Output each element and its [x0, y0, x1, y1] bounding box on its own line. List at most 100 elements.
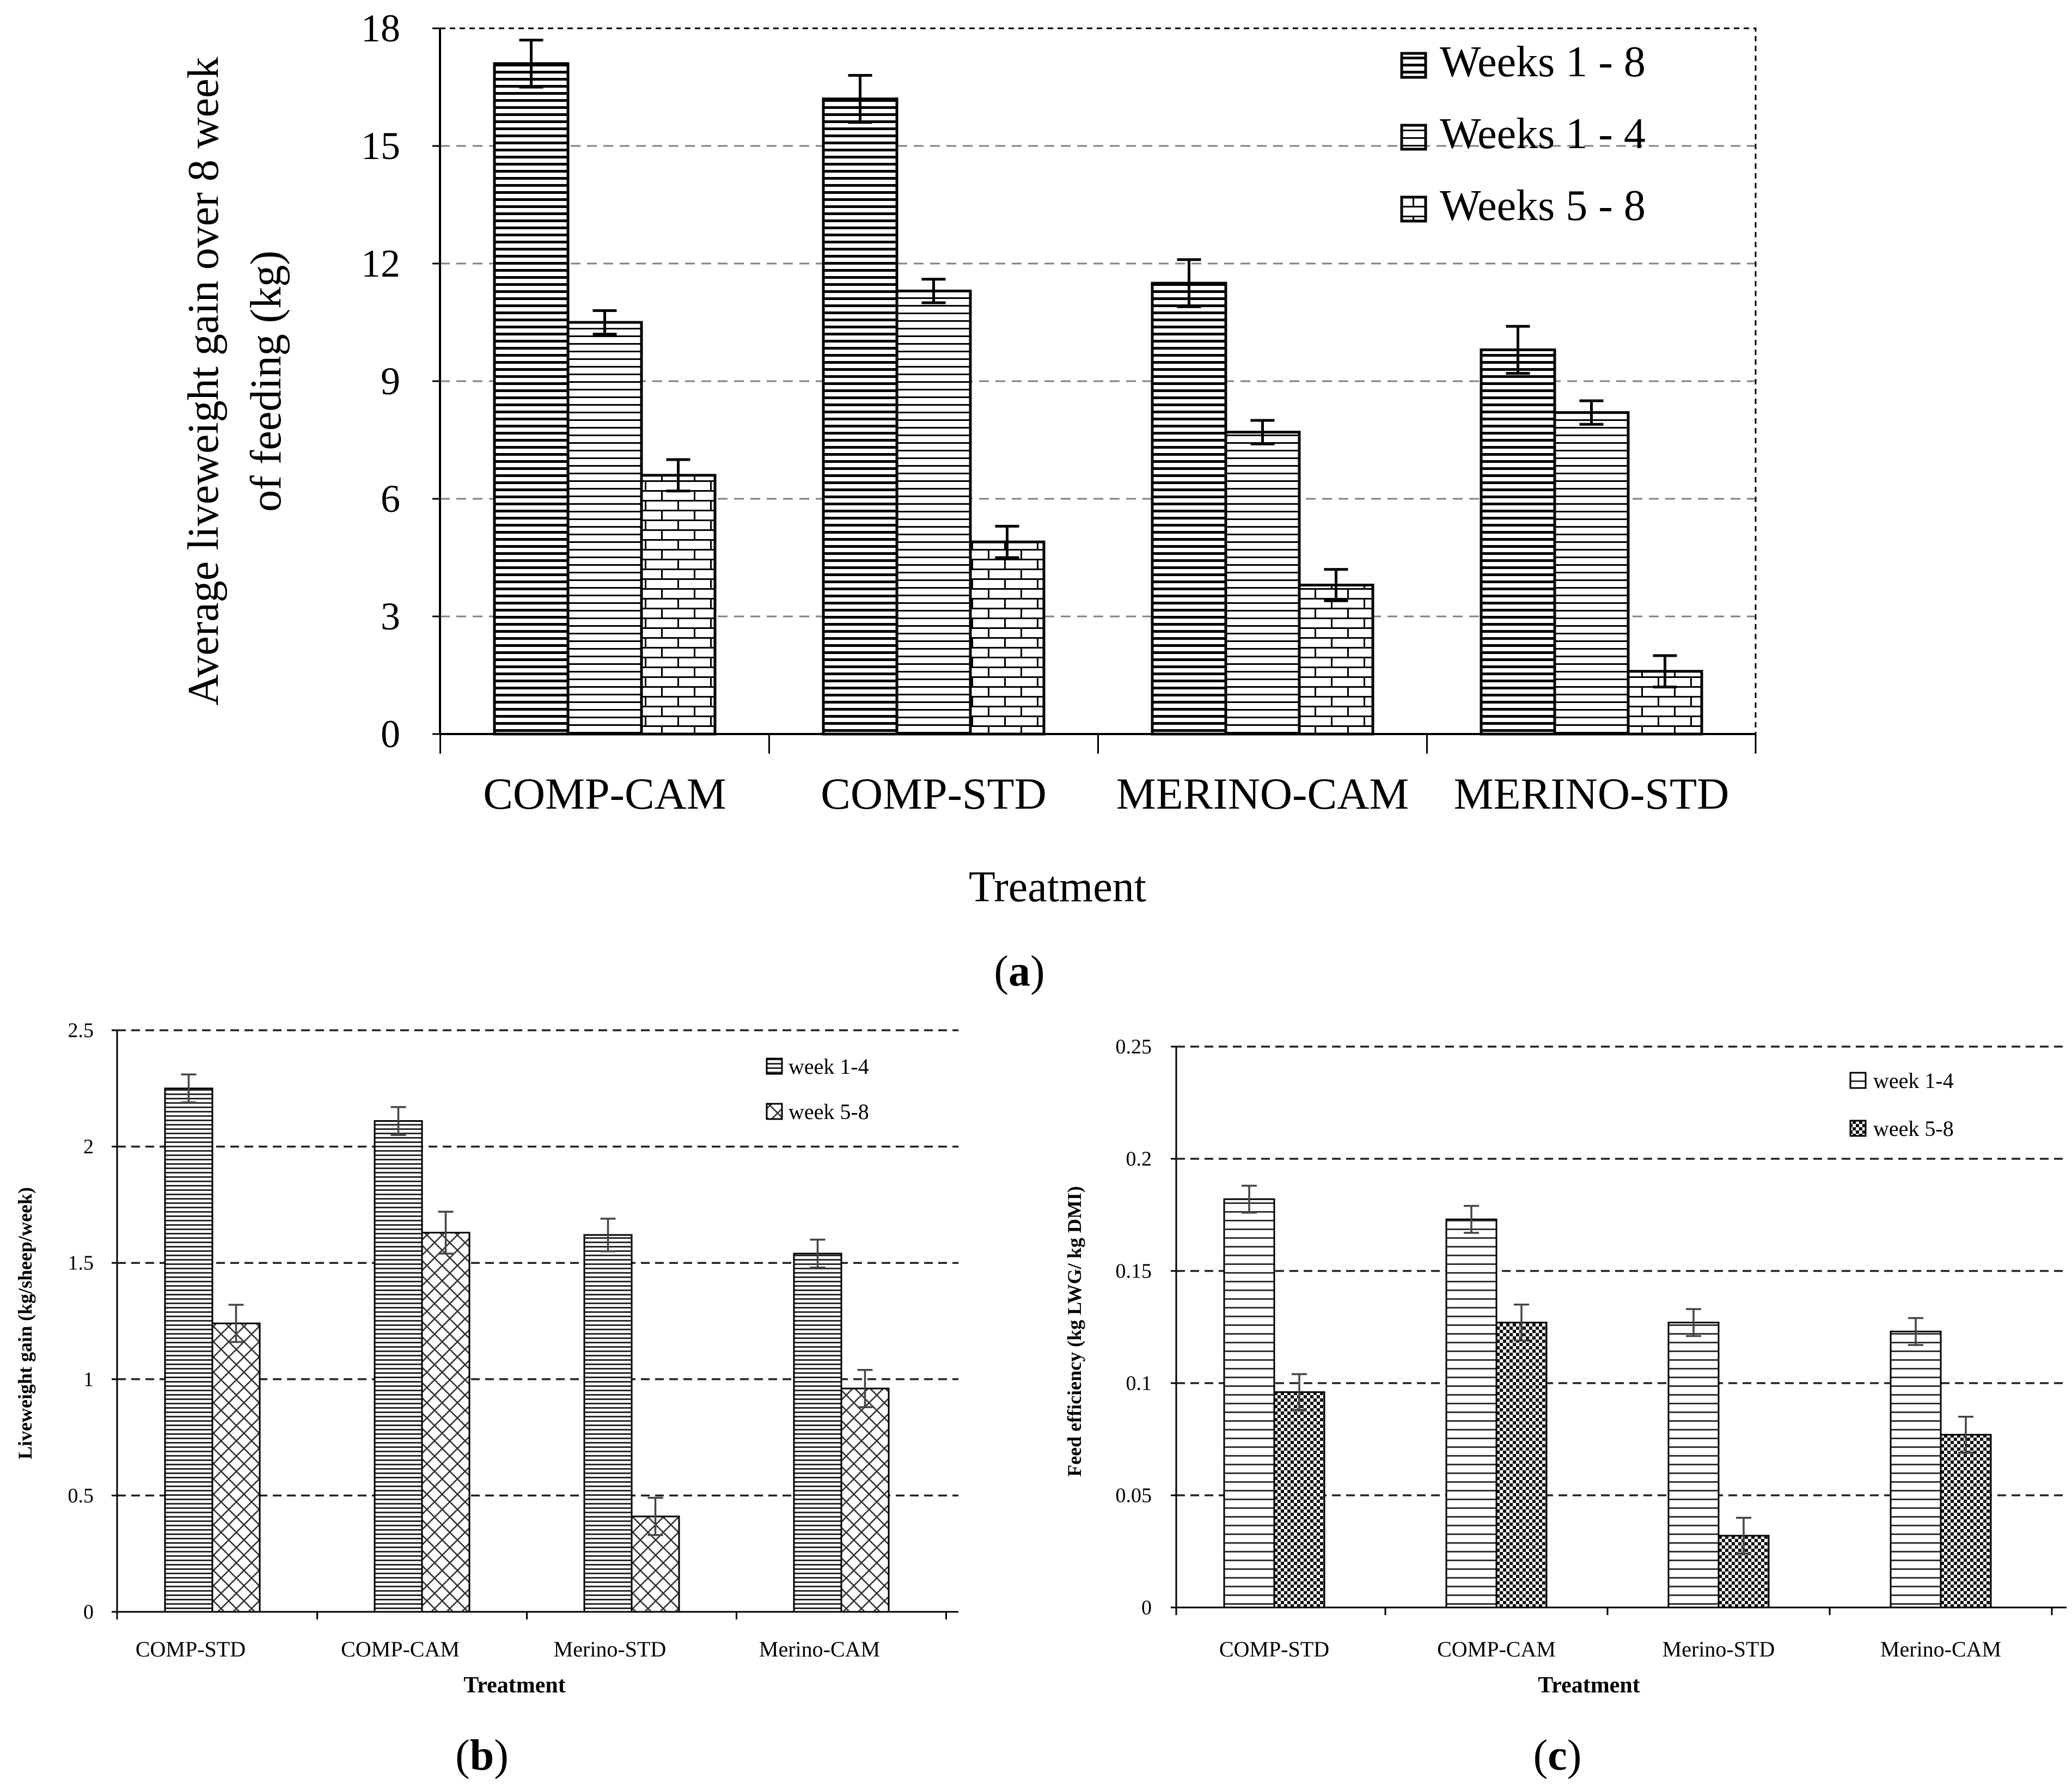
svg-text:(c): (c) [1533, 1732, 1582, 1780]
panel-a-bar-comp-cam-weeks-5-8 [640, 474, 717, 736]
panel-b-caption-letter: b [470, 1732, 494, 1780]
svg-text:(b): (b) [455, 1732, 509, 1780]
panel-b-x-category-merino-cam: Merino-CAM [759, 1637, 880, 1661]
panel-a-x-category-comp-std: COMP-STD [821, 769, 1047, 818]
panel-b-legend-label-week-1-4: week 1-4 [789, 1054, 869, 1079]
panel-b-error-bar-merino-std-week-5-8 [647, 1496, 663, 1536]
panel-b-bar-comp-std-week-1-4 [164, 1087, 213, 1613]
panel-a-caption: (a) [994, 947, 1044, 995]
panel-c-x-category-comp-std: COMP-STD [1219, 1637, 1329, 1661]
panel-a-bar-comp-std-weeks-1-8 [822, 97, 899, 736]
panel-c-error-bar-comp-cam-week-1-4 [1464, 1205, 1479, 1234]
panel-a-legend-item-weeks-1-8: Weeks 1 - 8 [1400, 38, 1646, 86]
panel-c-bar-comp-std-week-1-4 [1223, 1198, 1275, 1609]
panel-a-x-categories: COMP-CAM COMP-STD MERINO-CAM MERINO-STD [439, 734, 1757, 818]
panel-b-bar-comp-std-week-5-8 [211, 1322, 261, 1613]
panel-c-x-categories: COMP-STD COMP-CAM Merino-STD Merino-CAM [1175, 1607, 2053, 1661]
panel-b-legend-swatch-week-5-8 [766, 1103, 783, 1120]
panel-c-caption-letter: c [1548, 1732, 1567, 1780]
panel-c-legend-item-week-5-8: week 5-8 [1849, 1116, 1954, 1141]
panel-a-error-bar-comp-cam-weeks-1-4 [592, 309, 617, 336]
panel-b-error-bar-comp-std-week-5-8 [228, 1304, 244, 1343]
panel-a-y-tick-label: 15 [361, 124, 400, 168]
panel-a-error-bar-merino-cam-weeks-1-8 [1177, 258, 1201, 308]
panel-c-chart: 0 0.05 0.1 0.15 0.2 0.25 COMP-STD COMP-CAM Meri… [1063, 1036, 2067, 1780]
panel-c-x-category-comp-cam: COMP-CAM [1437, 1637, 1556, 1661]
panel-c-y-tick-label: 0.05 [1116, 1484, 1152, 1507]
panel-b-bars [164, 1087, 890, 1613]
panel-b-error-bar-merino-std-week-1-4 [600, 1218, 616, 1252]
panel-a-legend-label-weeks-5-8: Weeks 5 - 8 [1440, 182, 1646, 230]
panel-c-x-category-merino-cam: Merino-CAM [1880, 1637, 2001, 1661]
panel-c-error-bar-merino-cam-week-5-8 [1958, 1416, 1973, 1454]
panel-a-error-bar-comp-cam-weeks-1-8 [519, 39, 543, 89]
panel-b-legend: week 1-4 week 5-8 [766, 1054, 869, 1124]
panel-a-bar-comp-cam-weeks-1-4 [566, 321, 643, 736]
panel-c-legend-label-week-5-8: week 5-8 [1873, 1116, 1954, 1141]
panel-c-error-bar-comp-std-week-5-8 [1292, 1373, 1307, 1411]
panel-b-bar-merino-cam-week-5-8 [840, 1387, 890, 1613]
panel-c-legend-swatch-week-5-8 [1849, 1120, 1867, 1137]
panel-a-bar-merino-cam-weeks-1-4 [1224, 431, 1301, 736]
panel-a-y-axis-label-line2: of feeding (kg) [242, 250, 290, 512]
panel-b-y-ticks: 0 0.5 1 1.5 2 2.5 [68, 1019, 117, 1624]
panel-c-y-tick-label: 0.25 [1116, 1036, 1152, 1059]
panel-a-y-tick-label: 6 [381, 477, 400, 521]
panel-a-bar-merino-cam-weeks-5-8 [1298, 583, 1374, 736]
panel-c-y-tick-label: 0.15 [1116, 1260, 1152, 1283]
panel-a-error-bar-comp-cam-weeks-5-8 [666, 458, 690, 493]
panel-a-bar-comp-std-weeks-5-8 [969, 540, 1046, 736]
panel-c-y-tick-label: 0.1 [1126, 1372, 1152, 1395]
panel-b-error-bar-merino-cam-week-1-4 [810, 1238, 826, 1269]
panel-c-bar-comp-std-week-5-8 [1273, 1391, 1325, 1609]
panel-b-error-bar-comp-cam-week-1-4 [390, 1106, 406, 1136]
panel-b-error-bar-comp-cam-week-5-8 [438, 1211, 454, 1255]
panel-c-error-bar-comp-std-week-1-4 [1242, 1184, 1257, 1214]
panel-b-error-bar-merino-cam-week-5-8 [857, 1368, 873, 1408]
panel-a-legend: Weeks 1 - 8 Weeks 1 - 4 Weeks 5 - 8 [1400, 38, 1646, 230]
panel-a-bar-comp-cam-weeks-1-8 [493, 62, 570, 736]
panel-c-y-axis-label: Feed efficiency (kg LWG/ kg DMI) [1063, 1186, 1085, 1477]
panel-b-y-tick-label: 2.5 [68, 1019, 94, 1042]
panel-a-error-bar-comp-std-weeks-1-4 [921, 278, 946, 304]
panel-c-bars [1223, 1198, 1992, 1609]
panel-a-bars [493, 62, 1703, 736]
panel-a-error-bars [519, 39, 1677, 689]
panel-c-y-ticks: 0 0.05 0.1 0.15 0.2 0.25 [1116, 1036, 1176, 1619]
panel-b-x-category-comp-cam: COMP-CAM [341, 1637, 460, 1661]
panel-b-bar-merino-cam-week-1-4 [793, 1252, 842, 1613]
panel-a-legend-swatch-weeks-5-8 [1400, 195, 1427, 223]
panel-b-x-categories: COMP-STD COMP-CAM Merino-STD Merino-CAM [116, 1612, 947, 1661]
panel-c-error-bars [1242, 1184, 1973, 1555]
panel-c-bar-merino-std-week-1-4 [1667, 1322, 1720, 1609]
panel-a-legend-swatch-weeks-1-8 [1400, 52, 1427, 79]
panel-c-y-tick-label: 0.2 [1126, 1148, 1152, 1171]
panel-a-y-ticks: 0 3 6 9 12 15 18 [361, 7, 440, 756]
panel-b-y-axis-label: Liveweight gain (kg/sheep/week) [14, 1187, 36, 1459]
panel-b-chart: 0 0.5 1 1.5 2 2.5 COMP-STD COMP-CAM Merino-STD M… [14, 1019, 958, 1780]
panel-a-legend-label-weeks-1-4: Weeks 1 - 4 [1440, 110, 1646, 158]
panel-b-y-tick-label: 0.5 [68, 1484, 94, 1507]
panel-a-legend-label-weeks-1-8: Weeks 1 - 8 [1440, 38, 1646, 86]
panel-a-y-tick-label: 3 [381, 595, 400, 638]
panel-c-legend: week 1-4 week 5-8 [1849, 1068, 1954, 1141]
panel-a-error-bar-merino-std-weeks-5-8 [1653, 654, 1677, 689]
panel-c-bar-merino-cam-week-5-8 [1940, 1434, 1992, 1609]
panel-b-bar-comp-cam-week-5-8 [421, 1232, 470, 1613]
panel-b-error-bars [181, 1073, 873, 1536]
panel-a-bar-merino-cam-weeks-1-8 [1151, 282, 1227, 736]
panel-a-y-tick-label: 9 [381, 359, 400, 403]
panel-c-bar-merino-cam-week-1-4 [1890, 1330, 1942, 1609]
panel-a-x-category-comp-cam: COMP-CAM [483, 769, 726, 818]
panel-b-y-tick-label: 0 [83, 1601, 94, 1624]
panel-c-legend-label-week-1-4: week 1-4 [1873, 1068, 1954, 1093]
panel-b-legend-swatch-week-1-4 [766, 1057, 783, 1075]
svg-text:(a): (a) [994, 947, 1044, 995]
panel-a-error-bar-merino-std-weeks-1-8 [1506, 325, 1530, 375]
panel-a-bar-merino-std-weeks-1-8 [1480, 348, 1556, 736]
panel-b-legend-label-week-5-8: week 5-8 [789, 1099, 869, 1124]
panel-a-error-bar-comp-std-weeks-5-8 [995, 524, 1019, 559]
panel-a-legend-item-weeks-5-8: Weeks 5 - 8 [1400, 182, 1646, 230]
panel-b-bar-merino-std-week-1-4 [583, 1234, 633, 1613]
